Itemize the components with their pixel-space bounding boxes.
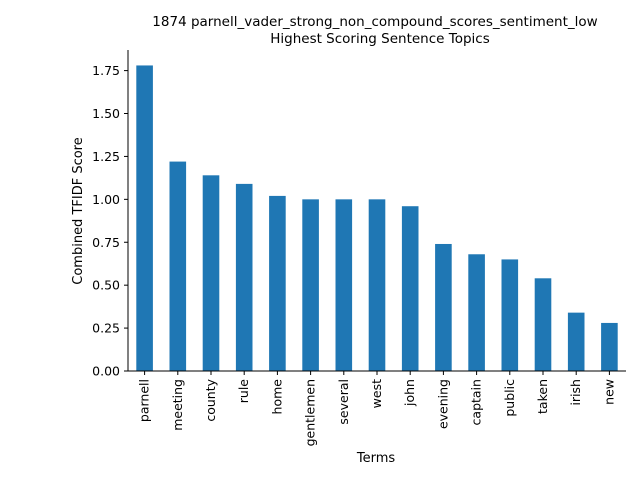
x-tick-label: gentlemen	[303, 379, 318, 446]
x-tick-label: new	[601, 379, 616, 405]
bar-home	[269, 195, 286, 371]
x-tick-label: west	[369, 379, 384, 408]
x-tick-label: captain	[469, 379, 484, 425]
bar-rule	[235, 183, 253, 371]
x-tick-label: county	[203, 378, 218, 421]
bar-evening	[435, 243, 452, 371]
bar-taken	[534, 278, 552, 371]
x-tick-label: irish	[568, 379, 583, 406]
bar-meeting	[169, 161, 187, 371]
bar-john	[401, 206, 419, 371]
y-tick-label: 0.25	[92, 321, 120, 336]
bar-several	[335, 199, 353, 371]
bar-gentlemen	[302, 199, 319, 371]
bars-group	[136, 65, 618, 371]
x-ticks-group: parnell meeting county rule home gentlemen sev…	[137, 371, 616, 446]
bar-west	[368, 199, 386, 371]
x-tick-label: parnell	[137, 379, 152, 422]
bar-new	[601, 322, 618, 371]
x-tick-label: meeting	[170, 379, 185, 431]
x-tick-label: rule	[236, 379, 251, 404]
x-tick-label: home	[269, 379, 284, 415]
x-axis-label: Terms	[356, 451, 396, 466]
chart-title: 1874 parnell_vader_strong_non_compound_s…	[152, 14, 597, 30]
x-tick-label: several	[336, 379, 351, 425]
x-tick-label: evening	[435, 379, 450, 429]
bar-irish	[567, 312, 585, 371]
y-tick-label: 1.25	[92, 149, 120, 164]
bar-public	[501, 259, 519, 371]
y-tick-label: 0.50	[92, 278, 120, 293]
x-tick-label: taken	[535, 379, 550, 414]
bar-parnell	[136, 65, 153, 371]
x-tick-label: john	[402, 379, 417, 407]
y-tick-label: 0.75	[92, 235, 120, 250]
y-axis-label: Combined TFIDF Score	[71, 137, 86, 284]
y-tick-label: 1.75	[92, 63, 120, 78]
y-tick-label: 0.00	[92, 364, 120, 379]
y-ticks-group: 0.00 0.25 0.50 0.75 1.00 1.25 1.50 1.75	[92, 63, 128, 379]
x-tick-label: public	[502, 379, 517, 417]
y-tick-label: 1.50	[92, 106, 120, 121]
chart-subtitle: Highest Scoring Sentence Topics	[270, 31, 490, 47]
bar-county	[202, 175, 220, 371]
bar-captain	[468, 254, 485, 371]
y-tick-label: 1.00	[92, 192, 120, 207]
